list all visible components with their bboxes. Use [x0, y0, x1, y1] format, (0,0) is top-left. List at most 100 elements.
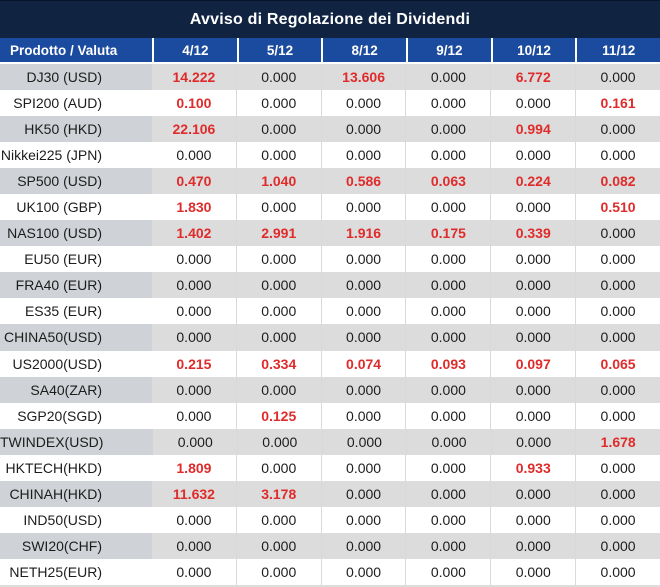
table-row: FRA40 (EUR) 0.000 0.000 0.000 0.000 0.000 0.00…: [0, 272, 660, 299]
header-date-cell: 5/12: [236, 38, 322, 62]
product-cell: UK100 (GBP): [16, 199, 102, 216]
dividend-value-cell: 0.000: [405, 194, 490, 221]
dividend-value-cell: 0.000: [152, 324, 236, 351]
header-date-cell: 9/12: [406, 38, 491, 62]
header-date-cell: 8/12: [321, 38, 406, 62]
dividend-value-cell: 0.000: [405, 402, 490, 429]
dividend-value-cell: 0.000: [237, 428, 322, 455]
dividend-value-cell: 0.000: [405, 324, 491, 351]
dividend-value-cell: 0.063: [405, 168, 491, 195]
dividend-value-cell: 0.000: [320, 272, 406, 299]
product-cell: HKTECH(HKD): [5, 459, 102, 476]
dividend-value-cell: 1.830: [176, 199, 212, 216]
dividend-value-cell: 0.000: [235, 272, 321, 299]
dividend-value-cell: 0.065: [575, 350, 660, 377]
dividend-value-cell: 0.000: [575, 532, 660, 559]
dividend-value-cell: 0.000: [405, 454, 490, 481]
dividend-value-cell: 1.678: [575, 428, 660, 455]
dividend-value-cell: 0.000: [406, 428, 491, 455]
dividend-value-cell: 0.000: [320, 116, 406, 143]
product-cell: FRA40 (EUR): [0, 272, 152, 299]
dividend-value-cell: 0.000: [320, 246, 406, 273]
dividend-value-cell: 0.000: [235, 116, 321, 143]
dividend-value-cell: 0.000: [235, 90, 321, 117]
dividend-value-cell: 0.000: [490, 90, 575, 117]
table-row: HKTECH(HKD) 1.809 0.000 0.000 0.000 0.933 0.00…: [0, 454, 660, 481]
header-date-cell: 11/12: [575, 38, 660, 62]
dividend-value-cell: 0.100: [176, 95, 212, 112]
table-row: ES35 (EUR) 0.000 0.000 0.000 0.000 0.000 0.000: [0, 298, 660, 325]
dividend-value-cell: 0.000: [405, 532, 491, 559]
dividend-value-cell: 0.000: [235, 454, 321, 481]
dividend-value-cell: 0.586: [320, 168, 406, 195]
dividend-value-cell: 0.000: [235, 142, 321, 169]
dividend-value-cell: 0.224: [490, 168, 576, 195]
dividend-value-cell: 0.000: [405, 272, 491, 299]
product-cell: SA40(ZAR): [0, 376, 152, 403]
dividend-value-cell: 0.000: [405, 558, 490, 585]
dividend-value-cell: 0.000: [575, 402, 660, 429]
dividend-value-cell: 0.000: [490, 428, 576, 455]
dividend-value-cell: 1.916: [320, 220, 406, 247]
dividend-value-cell: 0.000: [320, 558, 406, 585]
header-product-valuta: Prodotto / Valuta: [10, 42, 118, 58]
dividend-value-cell: 0.339: [490, 220, 576, 247]
dividend-value-cell: 0.000: [490, 558, 575, 585]
dividend-value-cell: 0.000: [320, 506, 406, 533]
dividend-value-cell: 0.000: [575, 116, 660, 143]
dividend-value-cell: 1.040: [235, 168, 321, 195]
dividend-value-cell: 0.000: [405, 480, 491, 507]
product-cell: SPI200 (AUD): [13, 95, 102, 112]
dividend-value-cell: 0.000: [575, 454, 660, 481]
table-body: DJ30 (USD) 14.222 0.000 13.606 0.000 6.772 0.0…: [0, 64, 660, 585]
product-cell: TWINDEX(USD): [0, 428, 154, 455]
dividend-value-cell: 0.000: [405, 116, 491, 143]
dividend-value-cell: 0.000: [490, 246, 575, 273]
product-cell: NETH25(EUR): [9, 563, 102, 580]
dividend-value-cell: 0.000: [176, 251, 212, 268]
dividend-value-cell: 0.097: [490, 350, 575, 377]
dividend-value-cell: 0.000: [235, 324, 321, 351]
dividend-value-cell: 0.000: [235, 194, 321, 221]
dividend-value-cell: 0.000: [235, 376, 321, 403]
dividend-value-cell: 0.000: [575, 246, 660, 273]
table-row: SP500 (USD) 0.470 1.040 0.586 0.063 0.224 0.08…: [0, 168, 660, 195]
table-bottom-edge: [0, 585, 660, 587]
dividend-value-cell: 0.000: [235, 506, 321, 533]
page-title: Avviso di Regolazione dei Dividendi: [0, 1, 660, 38]
table-row: SWI20(CHF) 0.000 0.000 0.000 0.000 0.000 0.000: [0, 532, 660, 559]
table-row: SGP20(SGD) 0.000 0.125 0.000 0.000 0.000 0.000: [0, 402, 660, 429]
dividend-value-cell: 0.074: [320, 350, 406, 377]
dividend-value-cell: 0.000: [321, 428, 407, 455]
dividend-value-cell: 0.000: [405, 64, 491, 91]
product-cell: EU50 (EUR): [24, 251, 102, 268]
dividend-value-cell: 0.093: [405, 350, 490, 377]
product-cell: ES35 (EUR): [24, 303, 102, 320]
dividend-value-cell: 0.000: [320, 376, 406, 403]
dividend-value-cell: 0.000: [490, 298, 575, 325]
dividend-value-cell: 0.000: [405, 142, 490, 169]
dividend-value-cell: 11.632: [152, 480, 236, 507]
dividend-value-cell: 0.000: [320, 298, 406, 325]
table-row: DJ30 (USD) 14.222 0.000 13.606 0.000 6.772 0.0…: [0, 64, 660, 91]
dividend-value-cell: 0.000: [320, 454, 406, 481]
dividend-value-cell: 0.000: [153, 428, 238, 455]
dividend-value-cell: 0.000: [490, 194, 575, 221]
dividend-value-cell: 1.809: [176, 459, 212, 476]
dividend-value-cell: 22.106: [152, 116, 236, 143]
dividend-value-cell: 0.000: [405, 298, 490, 325]
dividend-value-cell: 0.000: [320, 480, 406, 507]
dividend-value-cell: 0.000: [490, 376, 576, 403]
product-cell: US2000(USD): [12, 355, 102, 372]
product-cell: SGP20(SGD): [17, 407, 102, 424]
table-row: NETH25(EUR) 0.000 0.000 0.000 0.000 0.000 0.00…: [0, 558, 660, 585]
dividend-value-cell: 0.000: [152, 272, 236, 299]
dividend-value-cell: 0.082: [575, 168, 660, 195]
header-date-cell: 10/12: [490, 38, 576, 62]
dividend-value-cell: 0.000: [320, 402, 406, 429]
dividend-value-cell: 0.000: [575, 298, 660, 325]
header-row: Prodotto / Valuta 4/12 5/12 8/12 9/12 10/12 1…: [0, 38, 660, 64]
dividend-value-cell: 0.000: [320, 90, 406, 117]
dividend-value-cell: 0.000: [575, 272, 660, 299]
product-cell: IND50(USD): [23, 511, 102, 528]
